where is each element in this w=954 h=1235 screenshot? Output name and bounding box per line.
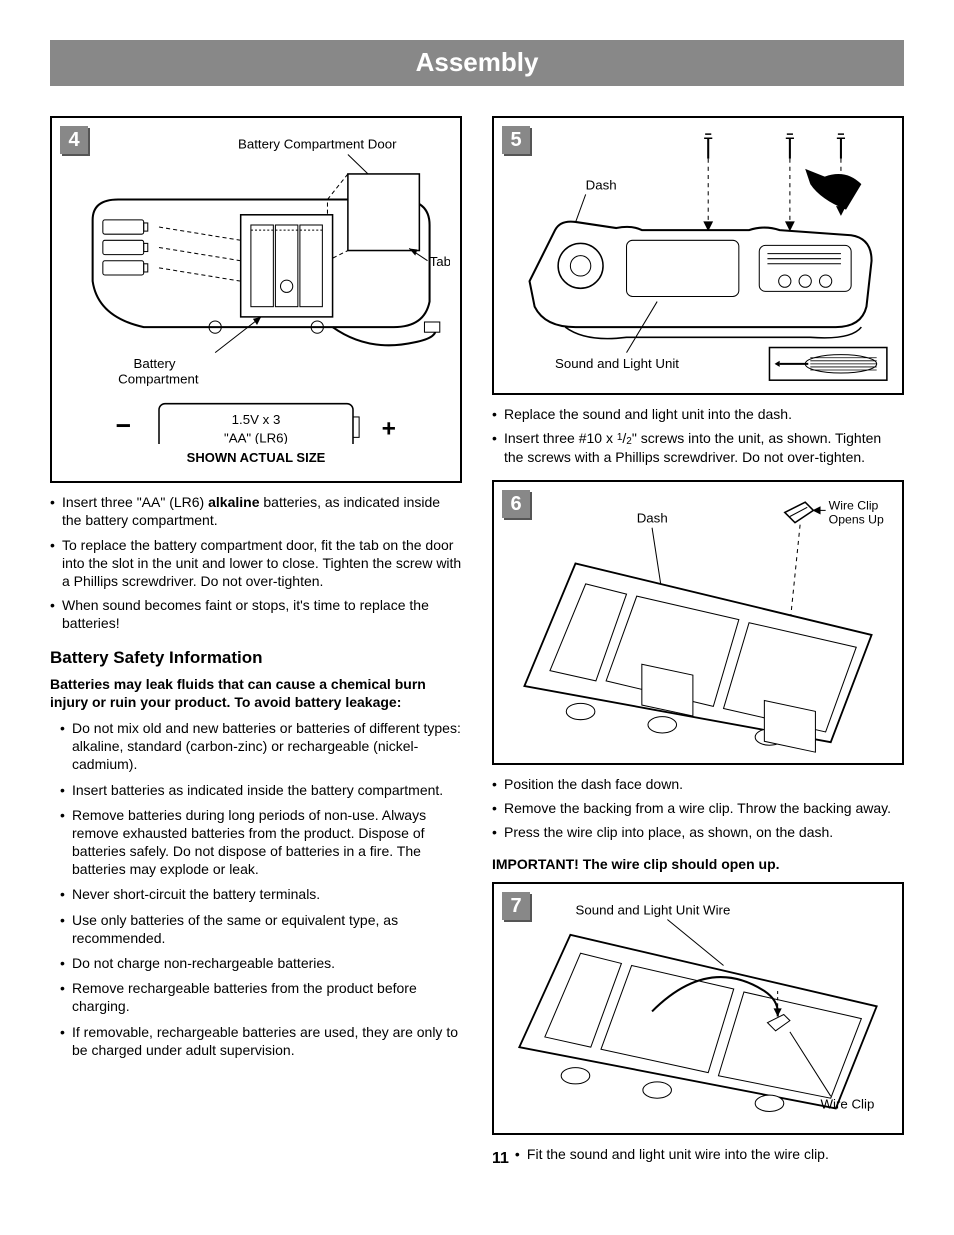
step-4-number: 4 <box>60 126 88 154</box>
svg-text:Sound and Light Unit Wire: Sound and Light Unit Wire <box>575 902 730 917</box>
bullet-item: Press the wire clip into place, as shown… <box>492 823 904 841</box>
bullet-item: Insert three "AA" (LR6) alkaline batteri… <box>50 493 462 529</box>
svg-text:Sound and Light Unit: Sound and Light Unit <box>555 356 679 371</box>
svg-text:1.5V x 3: 1.5V x 3 <box>232 412 281 427</box>
bullet-item: Use only batteries of the same or equiva… <box>60 911 462 947</box>
right-column: 5 Dash <box>492 116 904 1170</box>
svg-text:"AA" (LR6): "AA" (LR6) <box>224 430 288 444</box>
step-5-instructions: Replace the sound and light unit into th… <box>492 405 904 466</box>
page-footer-row: 11 Fit the sound and light unit wire int… <box>492 1145 904 1169</box>
bullet-item: Never short-circuit the battery terminal… <box>60 885 462 903</box>
bullet-item: Remove batteries during long periods of … <box>60 806 462 879</box>
svg-text:Wire Clip: Wire Clip <box>821 1096 875 1111</box>
actual-size-label: SHOWN ACTUAL SIZE <box>62 450 450 467</box>
svg-text:−: − <box>116 410 132 440</box>
bullet-item: Remove the backing from a wire clip. Thr… <box>492 799 904 817</box>
bullet-item: Position the dash face down. <box>492 775 904 793</box>
figure-5-box: 5 Dash <box>492 116 904 395</box>
bullet-item: If removable, rechargeable batteries are… <box>60 1023 462 1059</box>
svg-text:Dash: Dash <box>586 177 617 192</box>
bullet-item: Do not charge non-rechargeable batteries… <box>60 954 462 972</box>
bullet-item: Replace the sound and light unit into th… <box>492 405 904 423</box>
svg-text:Wire Clip: Wire Clip <box>829 499 879 513</box>
two-column-layout: 4 Battery Compartment Door <box>50 116 904 1170</box>
step-5-number: 5 <box>502 126 530 154</box>
svg-text:Battery Compartment Door: Battery Compartment Door <box>238 136 397 151</box>
svg-text:Opens Up: Opens Up <box>829 513 884 527</box>
svg-text:Compartment: Compartment <box>118 371 199 386</box>
bullet-item: Do not mix old and new batteries or batt… <box>60 719 462 774</box>
svg-text:Tab: Tab <box>430 254 450 269</box>
section-header: Assembly <box>50 40 904 86</box>
figure-7-box: 7 Sound and Light Unit Wire <box>492 882 904 1136</box>
svg-text:Battery: Battery <box>133 356 175 371</box>
svg-text:+: + <box>382 415 396 442</box>
figure-7-diagram: Sound and Light Unit Wire <box>504 894 892 1124</box>
bullet-item: Remove rechargeable batteries from the p… <box>60 979 462 1015</box>
bullet-item: Insert batteries as indicated inside the… <box>60 781 462 799</box>
svg-text:Dash: Dash <box>637 511 668 526</box>
step-6-important: IMPORTANT! The wire clip should open up. <box>492 855 904 873</box>
safety-heading: Battery Safety Information <box>50 647 462 669</box>
step-4-instructions: Insert three "AA" (LR6) alkaline batteri… <box>50 493 462 632</box>
safety-bullets: Do not mix old and new batteries or batt… <box>60 719 462 1059</box>
step-7-number: 7 <box>502 892 530 920</box>
figure-5-diagram: Dash Sound and Light Unit <box>504 128 892 383</box>
step-7-instructions: Fit the sound and light unit wire into t… <box>515 1145 904 1169</box>
bullet-item: Fit the sound and light unit wire into t… <box>515 1145 904 1163</box>
page-number: 11 <box>492 1149 509 1170</box>
left-column: 4 Battery Compartment Door <box>50 116 462 1170</box>
bullet-item: Insert three #10 x 1/2" screws into the … <box>492 429 904 466</box>
step-6-instructions: Position the dash face down. Remove the … <box>492 775 904 842</box>
step-6-number: 6 <box>502 490 530 518</box>
figure-4-box: 4 Battery Compartment Door <box>50 116 462 483</box>
safety-intro: Batteries may leak fluids that can cause… <box>50 675 462 711</box>
bullet-item: To replace the battery compartment door,… <box>50 536 462 591</box>
bullet-item: When sound becomes faint or stops, it's … <box>50 596 462 632</box>
figure-6-box: 6 Dash Wire Clip Opens Up <box>492 480 904 764</box>
figure-6-diagram: Dash Wire Clip Opens Up <box>504 492 892 752</box>
figure-4-diagram: Battery Compartment Door <box>62 128 450 445</box>
